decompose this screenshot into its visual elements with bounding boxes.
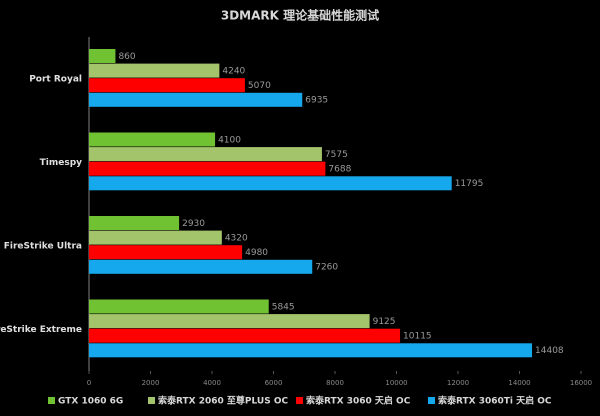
x-tick-label: 16000 (570, 379, 592, 387)
bar (89, 78, 245, 93)
value-label: 7688 (328, 165, 351, 175)
bar (89, 328, 401, 343)
category-label: Timespy (40, 158, 83, 168)
bar (89, 259, 313, 274)
bar (89, 132, 216, 147)
bar (89, 299, 269, 314)
legend-swatch (48, 397, 55, 404)
value-label: 5070 (248, 81, 271, 91)
bar (89, 147, 322, 162)
value-label: 4100 (218, 135, 241, 145)
chart-title: 3DMARK 理论基础性能测试 (221, 8, 379, 23)
legend-label: 索泰RTX 3060 天启 OC (306, 395, 411, 407)
x-tick-label: 4000 (203, 379, 221, 387)
value-label: 4320 (225, 233, 248, 243)
bar (89, 343, 533, 358)
legend-swatch (148, 397, 155, 404)
value-label: 5845 (272, 302, 295, 312)
bar (89, 216, 180, 230)
value-label: 7260 (315, 263, 338, 273)
value-label: 2930 (182, 219, 205, 229)
value-label: 6935 (305, 96, 328, 106)
x-tick-label: 6000 (265, 379, 283, 387)
x-tick-label: 0 (87, 379, 91, 387)
x-tick-label: 12000 (447, 379, 469, 387)
value-label: 860 (118, 52, 135, 62)
legend-swatch (428, 397, 435, 404)
bar (89, 63, 220, 78)
x-tick-label: 14000 (508, 379, 530, 387)
legend-label: 索泰RTX 3060Ti 天启 OC (438, 395, 552, 407)
category-label: FireStrike Ultra (4, 241, 82, 251)
bar (89, 49, 116, 63)
category-label: FireStrike Extreme (0, 325, 82, 335)
bar (89, 176, 452, 191)
category-label: Port Royal (29, 74, 82, 84)
legend-swatch (296, 397, 303, 404)
bar (89, 245, 243, 260)
legend-label: 索泰RTX 2060 至尊PLUS OC (158, 395, 289, 407)
bar (89, 230, 222, 245)
value-label: 11795 (455, 179, 484, 189)
bar (89, 161, 326, 176)
value-label: 4240 (222, 66, 245, 76)
x-tick-label: 10000 (385, 379, 407, 387)
legend-label: GTX 1060 6G (58, 397, 123, 407)
value-label: 7575 (325, 150, 348, 160)
x-tick-label: 2000 (142, 379, 160, 387)
bar (89, 92, 303, 107)
value-label: 10115 (403, 332, 432, 342)
value-label: 9125 (373, 317, 396, 327)
value-label: 14408 (535, 346, 564, 356)
bar (89, 314, 370, 329)
x-tick-label: 8000 (326, 379, 344, 387)
value-label: 4980 (245, 248, 268, 258)
